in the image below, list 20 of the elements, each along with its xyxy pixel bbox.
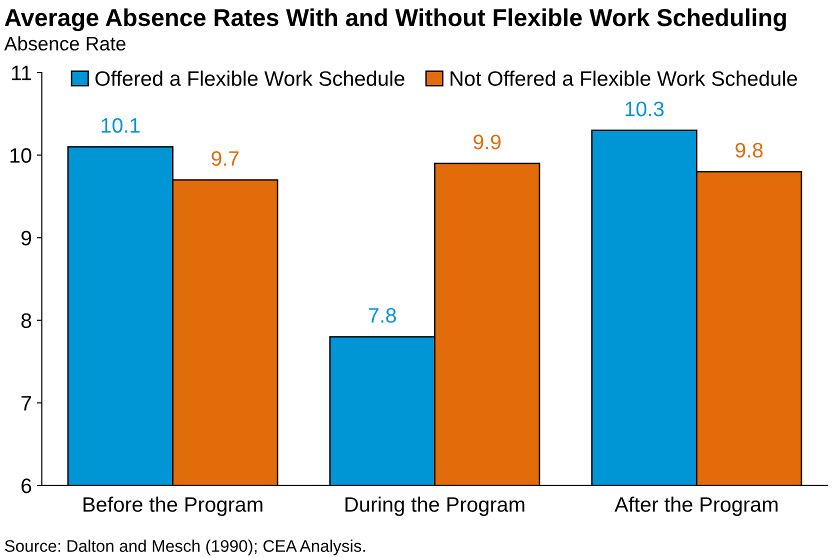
x-tick-label: Before the Program xyxy=(84,496,262,516)
data-label: 10.3 xyxy=(626,102,664,116)
y-tick-label: 7 xyxy=(22,396,32,410)
chart-title: Average Absence Rates With and Without Flexible Work Scheduling xyxy=(4,8,786,32)
x-tick-label: After the Program xyxy=(614,496,778,516)
data-label: 9.8 xyxy=(736,142,763,158)
data-label: 9.7 xyxy=(212,151,239,166)
y-tick-label: 6 xyxy=(22,478,32,494)
y-tick-label: 9 xyxy=(21,230,32,246)
x-tick-label: During the Program xyxy=(346,496,524,516)
source-note: Source: Dalton and Mesch (1990); CEA Analysis. xyxy=(4,540,365,556)
y-tick-label: 11 xyxy=(12,66,32,80)
data-label: 7.8 xyxy=(368,308,396,323)
legend-label: Not Offered a Flexible Work Schedule xyxy=(450,70,797,86)
data-label: 10.1 xyxy=(102,118,140,133)
y-axis-title: Absence Rate xyxy=(4,36,126,51)
y-tick-label: 8 xyxy=(21,313,32,328)
legend-label: Offered a Flexible Work Schedule xyxy=(95,70,404,86)
data-label: 9.9 xyxy=(474,134,501,150)
y-tick-label: 10 xyxy=(10,148,32,163)
